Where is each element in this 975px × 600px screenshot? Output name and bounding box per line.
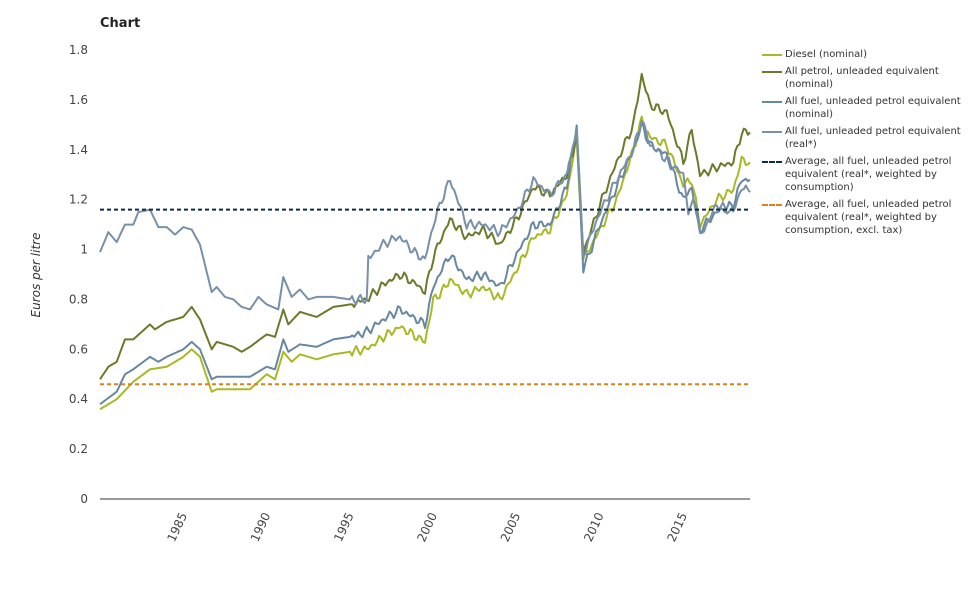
legend-item[interactable]: Average, all fuel, unleaded petrol equiv… (762, 155, 972, 194)
x-tick-label: 2010 (581, 510, 607, 544)
series-line-0 (99, 115, 751, 411)
x-tick-label: 1985 (164, 510, 190, 544)
series-line-3 (99, 121, 751, 311)
legend-item[interactable]: Average, all fuel, unleaded petrol equiv… (762, 198, 972, 237)
y-tick-label: 0.2 (69, 442, 88, 456)
legend-item[interactable]: All fuel, unleaded petrol equivalent (no… (762, 95, 972, 121)
y-tick-label: 1.2 (69, 193, 88, 207)
legend-label: Diesel (nominal) (785, 49, 867, 60)
legend-swatch (762, 204, 782, 206)
x-tick-label: 1995 (331, 510, 357, 544)
legend-swatch (762, 71, 782, 73)
legend-swatch (762, 131, 782, 133)
y-tick-label: 1.4 (69, 143, 88, 157)
legend-label: All petrol, unleaded equivalent (nominal… (785, 66, 939, 90)
y-tick-label: 1.6 (69, 93, 88, 107)
y-tick-label: 1 (80, 243, 88, 257)
legend-swatch (762, 101, 782, 103)
y-tick-label: 0.4 (69, 392, 88, 406)
legend-label: Average, all fuel, unleaded petrol equiv… (785, 199, 952, 236)
y-tick-label: 0 (80, 492, 88, 506)
x-tick-label: 2005 (498, 510, 524, 544)
chart-title: Chart (100, 16, 141, 31)
series-line-1 (99, 72, 751, 380)
series-line-2 (99, 120, 751, 406)
legend-swatch (762, 161, 782, 163)
x-tick-label: 2000 (414, 510, 440, 544)
legend-item[interactable]: Diesel (nominal) (762, 48, 972, 61)
legend-swatch (762, 54, 782, 56)
y-tick-label: 1.8 (69, 43, 88, 57)
x-tick-label: 2015 (664, 510, 690, 544)
y-axis-label: Euros per litre (29, 233, 43, 318)
y-tick-label: 0.6 (69, 342, 88, 356)
y-tick-label: 0.8 (69, 292, 88, 306)
x-tick-label: 1990 (248, 510, 274, 544)
legend: Diesel (nominal) All petrol, unleaded equ… (762, 48, 972, 241)
legend-item[interactable]: All petrol, unleaded equivalent (nominal… (762, 65, 972, 91)
legend-label: Average, all fuel, unleaded petrol equiv… (785, 156, 952, 193)
legend-item[interactable]: All fuel, unleaded petrol equivalent (re… (762, 125, 972, 151)
legend-label: All fuel, unleaded petrol equivalent (re… (785, 126, 961, 150)
legend-label: All fuel, unleaded petrol equivalent (no… (785, 96, 961, 120)
